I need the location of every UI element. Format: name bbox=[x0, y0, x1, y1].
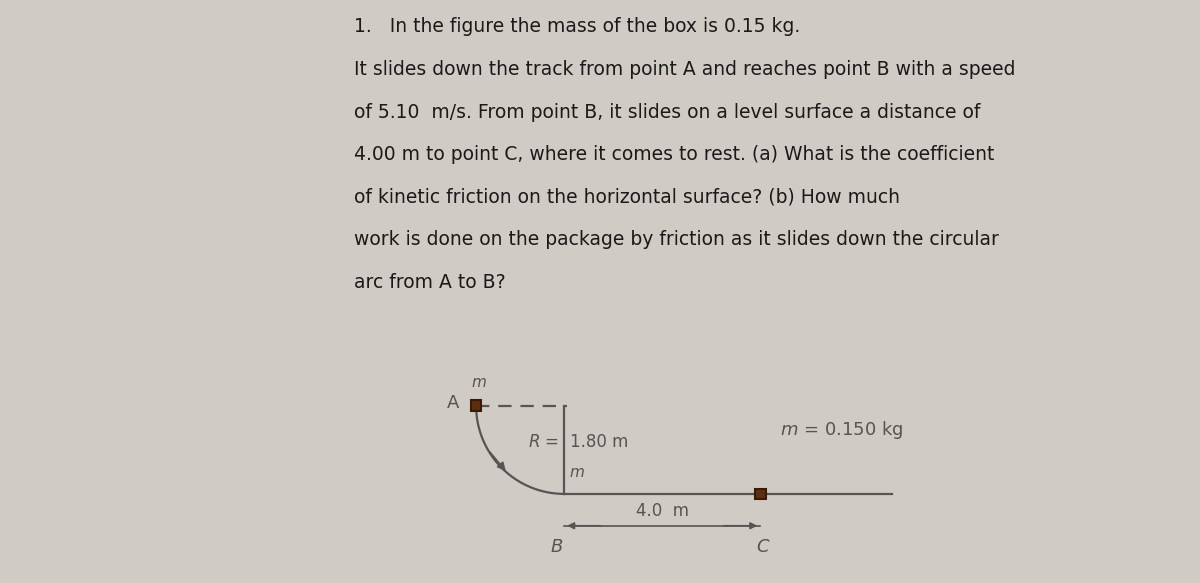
Text: 1.   In the figure the mass of the box is 0.15 kg.: 1. In the figure the mass of the box is … bbox=[354, 17, 800, 37]
Text: 1.80 m: 1.80 m bbox=[570, 434, 629, 451]
Text: m: m bbox=[472, 375, 486, 390]
Text: C: C bbox=[756, 538, 769, 556]
Text: A: A bbox=[446, 394, 458, 412]
Text: of kinetic friction on the horizontal surface? (b) How much: of kinetic friction on the horizontal su… bbox=[354, 188, 900, 207]
Bar bbox=[470, 401, 481, 411]
Text: m: m bbox=[569, 465, 584, 480]
Text: It slides down the track from point A and reaches point B with a speed: It slides down the track from point A an… bbox=[354, 60, 1015, 79]
Text: B: B bbox=[551, 538, 563, 556]
Text: work is done on the package by friction as it slides down the circular: work is done on the package by friction … bbox=[354, 230, 998, 250]
Bar bbox=[755, 489, 766, 499]
Text: $m$ = 0.150 kg: $m$ = 0.150 kg bbox=[780, 419, 904, 441]
Text: of 5.10  m/s. From point B, it slides on a level surface a distance of: of 5.10 m/s. From point B, it slides on … bbox=[354, 103, 980, 122]
Text: 4.0  m: 4.0 m bbox=[636, 502, 689, 520]
Text: $R$ =: $R$ = bbox=[528, 434, 559, 451]
Text: arc from A to B?: arc from A to B? bbox=[354, 273, 505, 292]
Text: 4.00 m to point C, where it comes to rest. (a) What is the coefficient: 4.00 m to point C, where it comes to res… bbox=[354, 145, 995, 164]
